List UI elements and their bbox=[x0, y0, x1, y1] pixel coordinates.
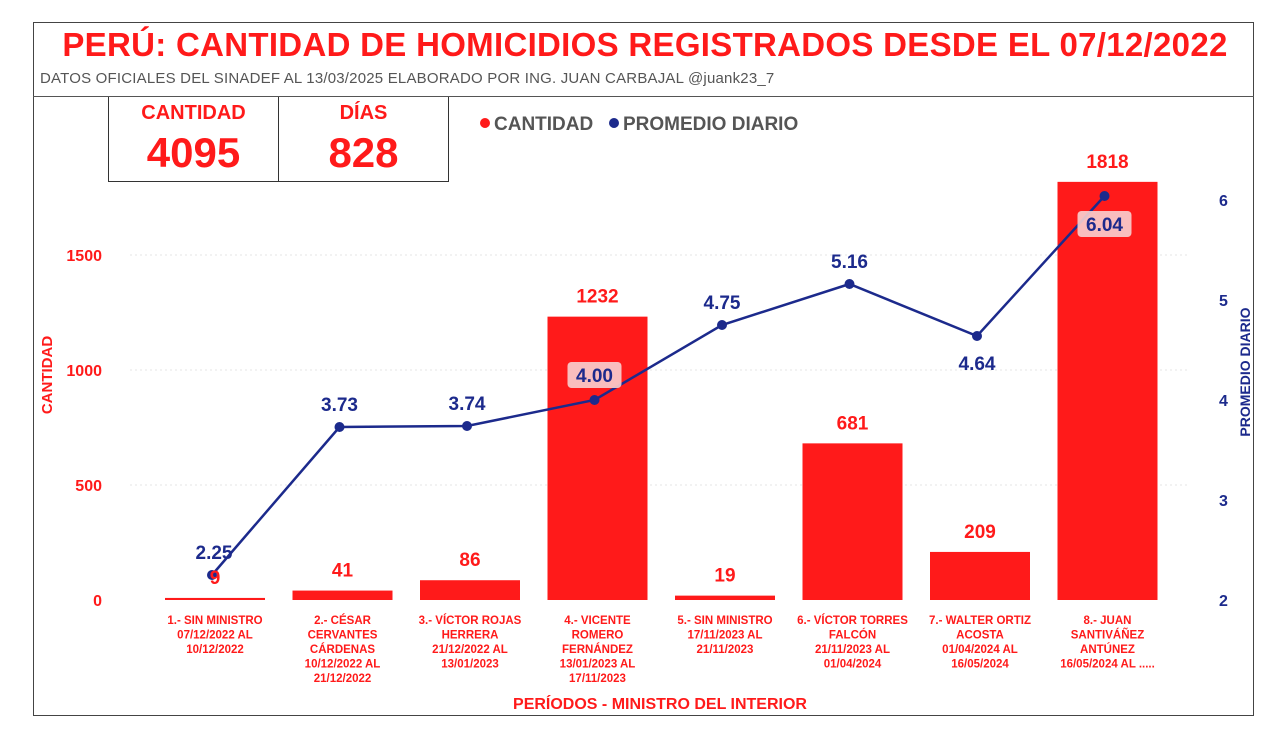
y-left-tick-label: 500 bbox=[75, 478, 102, 495]
category-label: 21/11/2023 bbox=[697, 644, 754, 656]
bar bbox=[802, 443, 903, 600]
y-right-tick-label: 5 bbox=[1219, 293, 1228, 310]
bar-value-label: 1232 bbox=[576, 287, 618, 308]
category-label: ACOSTA bbox=[956, 630, 1004, 642]
y-right-tick-label: 2 bbox=[1219, 593, 1228, 610]
category-label: 21/12/2022 bbox=[314, 673, 372, 685]
bar-value-label: 9 bbox=[210, 568, 221, 589]
y-right-axis-title: PROMEDIO DIARIO bbox=[1237, 307, 1253, 436]
legend-cantidad-marker bbox=[480, 118, 490, 128]
bar-value-label: 1818 bbox=[1086, 152, 1128, 173]
category-label: CÁRDENAS bbox=[310, 643, 376, 656]
kpi-cantidad-value: 4095 bbox=[146, 129, 241, 176]
promedio-line bbox=[211, 195, 1106, 576]
kpi-dias-label: DÍAS bbox=[339, 102, 388, 124]
category-label: 01/04/2024 bbox=[824, 659, 882, 671]
chart-frame bbox=[33, 22, 1254, 716]
line-value-label: 5.16 bbox=[831, 252, 868, 273]
line-point bbox=[462, 421, 472, 431]
category-label: 07/12/2022 AL bbox=[177, 630, 253, 642]
category-label: 10/12/2022 bbox=[186, 644, 244, 656]
category-label: SANTIVÁÑEZ bbox=[1071, 629, 1144, 642]
category-label: 13/01/2023 bbox=[441, 659, 499, 671]
y-left-tick-label: 0 bbox=[93, 593, 102, 610]
bar bbox=[930, 551, 1030, 600]
line-point bbox=[334, 422, 345, 432]
kpi-cantidad-label: CANTIDAD bbox=[141, 102, 246, 124]
bar-value-label: 209 bbox=[964, 522, 996, 543]
bar-value-label: 41 bbox=[332, 561, 354, 582]
line-point bbox=[207, 570, 217, 580]
line-value-highlight bbox=[1077, 211, 1132, 237]
category-label: 7.- WALTER ORTIZ bbox=[929, 615, 1031, 627]
category-label: 01/04/2024 AL bbox=[942, 644, 1018, 656]
line-value-label: 3.73 bbox=[321, 395, 358, 416]
category-label: ROMERO bbox=[572, 630, 624, 642]
y-left-tick-label: 1000 bbox=[66, 363, 102, 380]
bar-value-label: 19 bbox=[714, 566, 735, 587]
x-axis-title: PERÍODOS - MINISTRO DEL INTERIOR bbox=[513, 694, 807, 713]
category-label: 5.- SIN MINISTRO bbox=[677, 615, 772, 627]
chart-subtitle: DATOS OFICIALES DEL SINADEF AL 13/03/202… bbox=[40, 70, 775, 87]
bar bbox=[547, 316, 648, 600]
line-point bbox=[972, 331, 982, 341]
category-label: 6.- VÍCTOR TORRES bbox=[797, 614, 908, 627]
category-label: HERRERA bbox=[442, 630, 499, 642]
kpi-dias: DÍAS 828 bbox=[278, 97, 449, 182]
category-label: FALCÓN bbox=[829, 629, 876, 642]
category-label: 4.- VICENTE bbox=[564, 615, 631, 627]
legend-promedio-label: PROMEDIO DIARIO bbox=[623, 114, 798, 135]
category-label: 3.- VÍCTOR ROJAS bbox=[419, 614, 522, 627]
category-label: 13/01/2023 AL bbox=[560, 659, 636, 671]
y-left-axis-title: CANTIDAD bbox=[39, 336, 56, 414]
bar bbox=[675, 595, 775, 600]
line-value-label: 4.75 bbox=[704, 293, 741, 314]
bar bbox=[292, 590, 393, 600]
y-right-tick-label: 3 bbox=[1219, 493, 1228, 510]
category-label: 17/11/2023 AL bbox=[687, 630, 762, 642]
bar bbox=[165, 597, 265, 600]
line-value-label: 4.00 bbox=[576, 366, 613, 387]
category-label: 8.- JUAN bbox=[1084, 615, 1132, 627]
category-label: 21/11/2023 AL bbox=[815, 644, 890, 656]
y-right-tick-label: 6 bbox=[1219, 193, 1228, 210]
line-point bbox=[589, 395, 600, 405]
category-label: 21/12/2022 AL bbox=[432, 644, 508, 656]
line-point bbox=[1099, 191, 1110, 201]
chart-title: PERÚ: CANTIDAD DE HOMICIDIOS REGISTRADOS… bbox=[62, 26, 1228, 63]
line-value-label: 6.04 bbox=[1086, 215, 1123, 236]
line-value-label: 2.25 bbox=[196, 543, 233, 564]
line-value-highlight bbox=[567, 362, 622, 388]
category-label: 17/11/2023 bbox=[569, 673, 626, 685]
y-right-tick-label: 4 bbox=[1219, 393, 1228, 410]
bar-value-label: 681 bbox=[837, 413, 869, 434]
category-label: 2.- CÉSAR bbox=[314, 614, 372, 627]
category-label: ANTÚNEZ bbox=[1080, 643, 1135, 656]
category-label: 16/05/2024 bbox=[951, 659, 1009, 671]
kpi-cantidad: CANTIDAD 4095 bbox=[108, 97, 279, 182]
kpi-dias-value: 828 bbox=[328, 129, 399, 176]
legend-promedio-marker bbox=[609, 118, 619, 128]
line-point bbox=[844, 279, 855, 289]
line-value-label: 4.64 bbox=[959, 354, 996, 375]
category-label: 16/05/2024 AL ..... bbox=[1060, 659, 1155, 671]
line-value-label: 3.74 bbox=[449, 394, 486, 415]
category-label: CERVANTES bbox=[308, 630, 378, 642]
legend-cantidad-label: CANTIDAD bbox=[494, 114, 593, 135]
category-label: 10/12/2022 AL bbox=[305, 659, 381, 671]
category-label: FERNÁNDEZ bbox=[562, 643, 633, 656]
bar bbox=[1057, 181, 1158, 601]
line-point bbox=[717, 320, 727, 330]
header-divider bbox=[33, 96, 1254, 97]
bar-value-label: 86 bbox=[459, 550, 480, 571]
category-label: 1.- SIN MINISTRO bbox=[167, 615, 262, 627]
y-left-tick-label: 1500 bbox=[66, 248, 102, 265]
bar bbox=[420, 580, 520, 600]
